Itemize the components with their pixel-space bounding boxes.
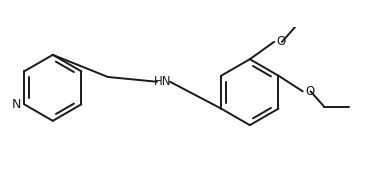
Text: N: N (11, 98, 21, 111)
Text: O: O (277, 35, 286, 48)
Text: HN: HN (154, 75, 172, 88)
Text: O: O (305, 85, 314, 98)
